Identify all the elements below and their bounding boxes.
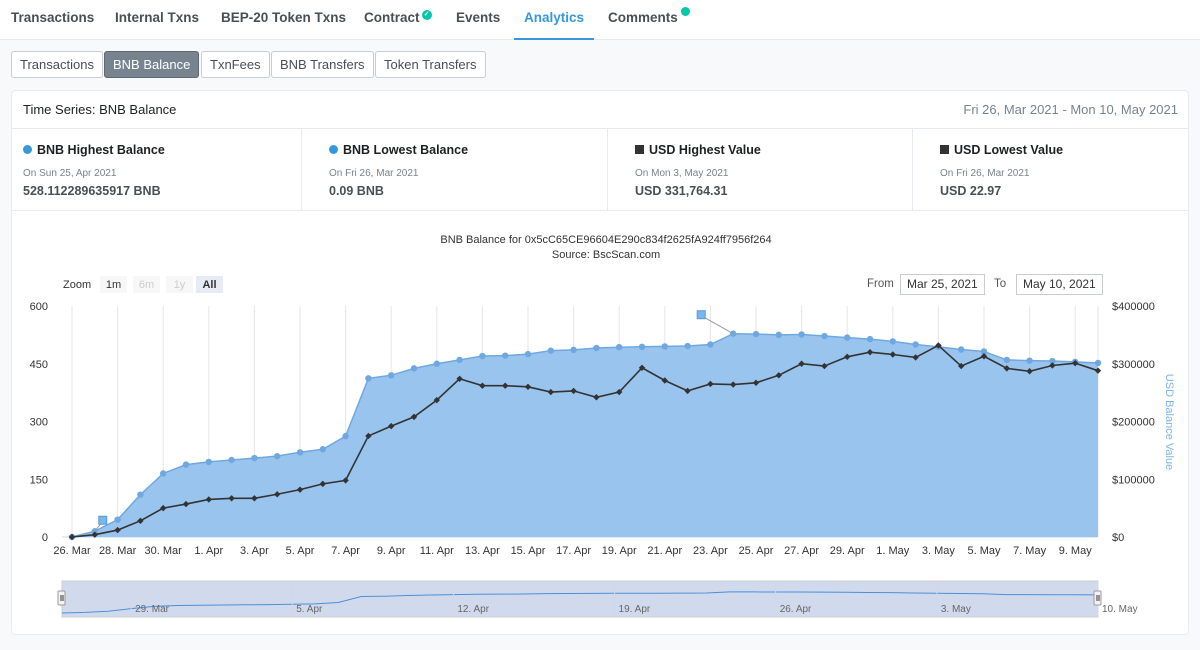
blue-circle-icon: [23, 145, 32, 154]
subtab-token-transfers[interactable]: Token Transfers: [375, 51, 486, 78]
tab-internal-txns[interactable]: Internal Txns: [115, 0, 199, 40]
tab-label: Contract: [364, 10, 420, 25]
dark-square-icon: [940, 145, 949, 154]
stat-bnb-highest: BNB Highest Balance On Sun 25, Apr 2021 …: [12, 129, 301, 211]
tab-label: Internal Txns: [115, 10, 200, 25]
tab-label: Analytics: [524, 10, 585, 25]
tab-label: Comments: [608, 10, 678, 25]
stat-label: USD Lowest Value: [954, 143, 1064, 157]
from-date-input[interactable]: Mar 25, 2021: [900, 274, 985, 295]
card-title: Time Series: BNB Balance: [23, 102, 177, 117]
stat-usd-lowest: USD Lowest Value On Fri 26, Mar 2021 USD…: [912, 129, 1189, 211]
verified-check-icon: ✓: [421, 10, 432, 20]
subtab-transactions[interactable]: Transactions: [11, 51, 103, 78]
tab-bep-20-token-txns[interactable]: BEP-20 Token Txns: [221, 0, 346, 40]
tab-comments[interactable]: Comments: [608, 0, 690, 40]
stat-date: On Mon 3, May 2021: [635, 168, 729, 179]
stat-value: 0.09 BNB: [329, 184, 384, 198]
stat-label: BNB Highest Balance: [37, 143, 165, 157]
stat-value: 528.112289635917 BNB: [23, 184, 161, 198]
chart-card: Time Series: BNB Balance Fri 26, Mar 202…: [11, 90, 1189, 635]
stat-usd-highest: USD Highest Value On Mon 3, May 2021 USD…: [607, 129, 912, 211]
tab-label: BEP-20 Token Txns: [221, 10, 347, 25]
blue-circle-icon: [329, 145, 338, 154]
card-header: Time Series: BNB Balance Fri 26, Mar 202…: [12, 91, 1188, 129]
stat-date: On Fri 26, Mar 2021: [329, 168, 419, 179]
subtab-bnb-balance[interactable]: BNB Balance: [104, 51, 200, 78]
to-label: To: [994, 278, 1007, 290]
tab-transactions[interactable]: Transactions: [11, 0, 94, 40]
stat-value: USD 331,764.31: [635, 184, 728, 198]
stat-value: USD 22.97: [940, 184, 1002, 198]
card-date-range: Fri 26, Mar 2021 - Mon 10, May 2021: [963, 102, 1178, 117]
notification-dot-icon: [680, 7, 690, 16]
stats-row: BNB Highest Balance On Sun 25, Apr 2021 …: [12, 129, 1188, 211]
subtab-bnb-transfers[interactable]: BNB Transfers: [271, 51, 374, 78]
tab-contract[interactable]: Contract ✓: [364, 0, 432, 40]
subtab-txnfees[interactable]: TxnFees: [201, 51, 270, 78]
tab-label: Events: [456, 10, 501, 25]
stat-date: On Sun 25, Apr 2021: [23, 168, 117, 179]
from-label: From: [867, 278, 894, 290]
tab-analytics[interactable]: Analytics: [514, 0, 595, 40]
tab-label: Transactions: [11, 10, 95, 25]
dark-square-icon: [635, 145, 644, 154]
stat-label: USD Highest Value: [649, 143, 761, 157]
top-tabs: Transactions Internal Txns BEP-20 Token Tx…: [0, 0, 1200, 40]
to-date-input[interactable]: May 10, 2021: [1016, 274, 1103, 295]
stat-bnb-lowest: BNB Lowest Balance On Fri 26, Mar 2021 0…: [301, 129, 607, 211]
tab-events[interactable]: Events: [456, 0, 500, 40]
stat-date: On Fri 26, Mar 2021: [940, 168, 1030, 179]
stat-label: BNB Lowest Balance: [343, 143, 469, 157]
